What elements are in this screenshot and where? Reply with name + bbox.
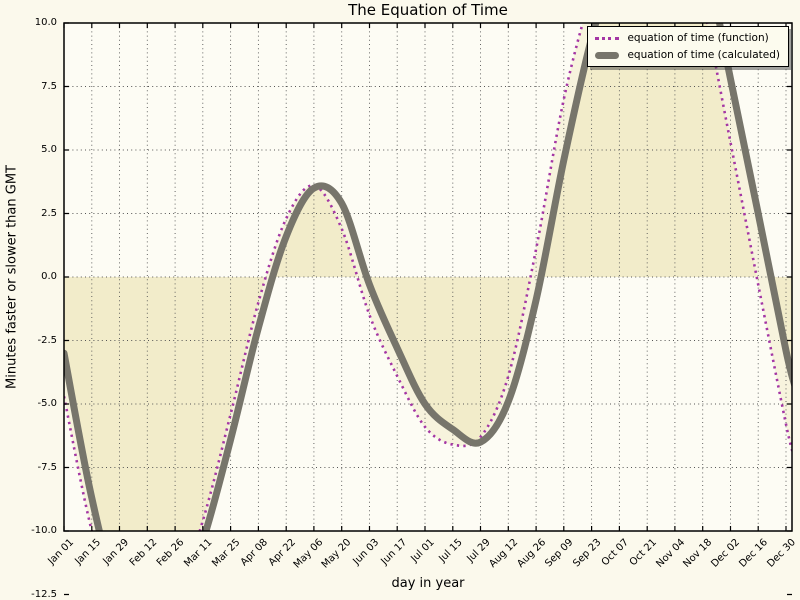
y-tick-label: 0.0 bbox=[41, 271, 57, 282]
y-tick-label: 7.5 bbox=[41, 80, 57, 92]
legend-item-calculated: equation of time (calculated) bbox=[595, 48, 780, 62]
y-tick-label: -10.0 bbox=[31, 525, 57, 536]
y-tick-label: 2.5 bbox=[41, 207, 57, 219]
y-tick-label: 5.0 bbox=[41, 144, 57, 155]
y-tick-label: -2.5 bbox=[37, 334, 57, 346]
thick-line-swatch bbox=[595, 51, 620, 59]
legend: equation of time (function) equation of … bbox=[587, 26, 789, 67]
legend-label: equation of time (function) bbox=[627, 32, 769, 44]
y-tick-label: 10.0 bbox=[34, 17, 57, 28]
dotted-line-swatch bbox=[595, 36, 620, 40]
chart-title: The Equation of Time bbox=[348, 1, 508, 19]
axes-spines bbox=[63, 22, 793, 532]
legend-item-function: equation of time (function) bbox=[595, 31, 780, 45]
plot-area bbox=[64, 23, 792, 531]
legend-label: equation of time (calculated) bbox=[627, 49, 780, 61]
y-tick-label: -7.5 bbox=[37, 461, 57, 473]
series-line-calculated bbox=[64, 23, 792, 531]
y-tick-label: -12.5 bbox=[31, 588, 57, 600]
y-tick-label: -5.0 bbox=[37, 398, 57, 409]
x-axis-label: day in year bbox=[391, 576, 465, 591]
